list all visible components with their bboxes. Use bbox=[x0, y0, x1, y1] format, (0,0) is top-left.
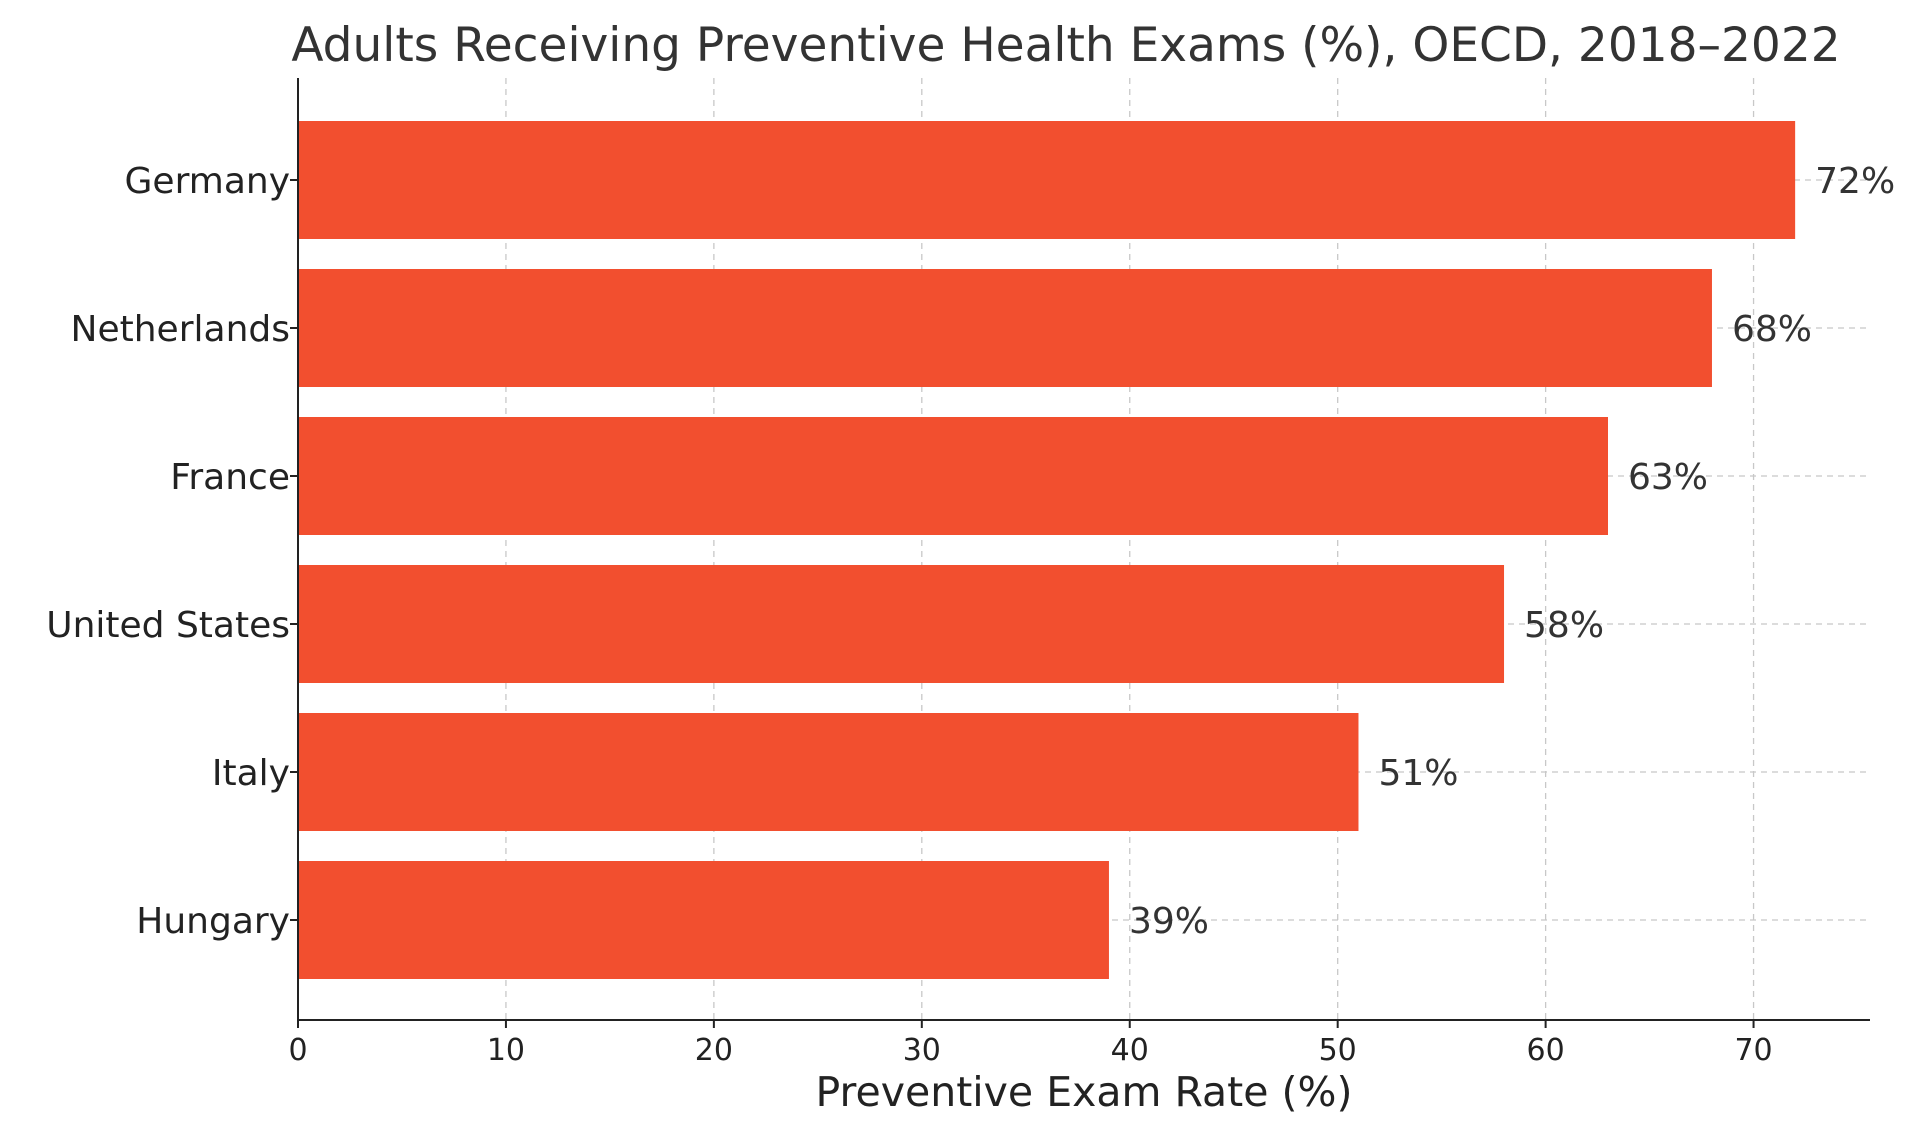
bars bbox=[298, 121, 1796, 979]
x-tick-label: 30 bbox=[903, 1033, 941, 1068]
y-tick-label: Germany bbox=[125, 161, 290, 202]
data-label: 72% bbox=[1815, 161, 1895, 202]
axes bbox=[297, 78, 1870, 1021]
y-tick-labels: Germany Netherlands France United States Ita… bbox=[46, 161, 298, 942]
data-label: 68% bbox=[1732, 309, 1812, 350]
x-tick-label: 60 bbox=[1527, 1033, 1565, 1068]
bar bbox=[298, 269, 1712, 387]
bar bbox=[298, 121, 1796, 239]
y-tick-label: Netherlands bbox=[71, 309, 290, 350]
data-label: 39% bbox=[1129, 901, 1209, 942]
x-tick-label: 10 bbox=[487, 1033, 525, 1068]
x-tick-label: 0 bbox=[288, 1033, 307, 1068]
x-tick-label: 20 bbox=[695, 1033, 733, 1068]
x-tick-label: 50 bbox=[1319, 1033, 1357, 1068]
bar bbox=[298, 861, 1109, 979]
data-label: 51% bbox=[1378, 753, 1458, 794]
x-tick-label: 40 bbox=[1111, 1033, 1149, 1068]
bar bbox=[298, 713, 1359, 831]
x-axis-title: Preventive Exam Rate (%) bbox=[816, 1068, 1353, 1116]
data-label: 58% bbox=[1524, 605, 1604, 646]
x-tick-labels: 0 10 20 30 40 50 60 70 bbox=[288, 1020, 1773, 1068]
data-label: 63% bbox=[1628, 457, 1708, 498]
bar bbox=[298, 417, 1608, 535]
bar bbox=[298, 565, 1505, 683]
chart-title: Adults Receiving Preventive Health Exams… bbox=[291, 18, 1840, 73]
y-tick-label: United States bbox=[46, 605, 290, 646]
y-tick-label: Italy bbox=[212, 753, 290, 794]
data-labels: 72% 68% 63% 58% 51% 39% bbox=[1129, 161, 1895, 942]
y-tick-label: Hungary bbox=[136, 901, 290, 942]
y-tick-label: France bbox=[170, 457, 290, 498]
x-tick-label: 70 bbox=[1734, 1033, 1772, 1068]
